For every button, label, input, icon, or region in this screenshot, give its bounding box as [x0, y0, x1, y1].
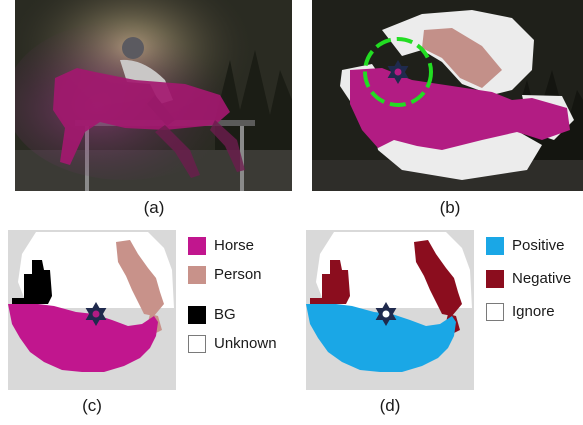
label-map-d — [306, 230, 474, 390]
swatch-person — [188, 266, 206, 284]
legend-label: Unknown — [214, 335, 277, 352]
legend-label: Positive — [512, 237, 565, 254]
legend-label: BG — [214, 306, 236, 323]
legend-label: Ignore — [512, 303, 555, 320]
caption-c: (c) — [82, 396, 102, 415]
legend-label: Horse — [214, 237, 255, 254]
swatch-ignore — [486, 303, 504, 321]
swatch-positive — [486, 237, 504, 255]
panel-c-label-map — [8, 230, 176, 390]
panel-d-label-map — [306, 230, 474, 390]
swatch-unknown — [188, 335, 206, 353]
caption-b: (b) — [439, 198, 461, 217]
legend-label: Negative — [512, 270, 572, 287]
legend-c: Horse Person BG Unknown — [188, 237, 298, 357]
panel-b-image — [312, 0, 583, 191]
swatch-negative — [486, 270, 504, 288]
caption-d: (d) — [379, 396, 401, 415]
click-ring-icon — [363, 37, 433, 107]
horse-rider-photo-a — [15, 0, 292, 191]
swatch-horse — [188, 237, 206, 255]
swatch-bg — [188, 306, 206, 324]
legend-d: Positive Negative Ignore — [486, 237, 581, 327]
panel-a-image — [15, 0, 292, 191]
horse-rider-photo-b — [312, 0, 583, 191]
caption-a: (a) — [143, 198, 165, 217]
legend-label: Person — [214, 266, 262, 283]
label-map-c — [8, 230, 176, 390]
